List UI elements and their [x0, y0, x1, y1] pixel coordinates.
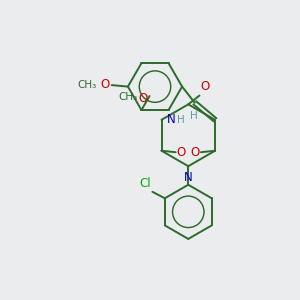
Text: O: O — [201, 80, 210, 93]
Text: N: N — [184, 172, 193, 184]
Text: CH₃: CH₃ — [118, 92, 137, 102]
Text: H: H — [176, 115, 184, 125]
Text: O: O — [138, 92, 147, 106]
Text: H: H — [190, 111, 198, 121]
Text: O: O — [101, 78, 110, 91]
Text: O: O — [190, 146, 200, 159]
Text: O: O — [177, 146, 186, 159]
Text: Cl: Cl — [139, 177, 151, 190]
Text: N: N — [167, 113, 176, 126]
Text: CH₃: CH₃ — [77, 80, 96, 89]
